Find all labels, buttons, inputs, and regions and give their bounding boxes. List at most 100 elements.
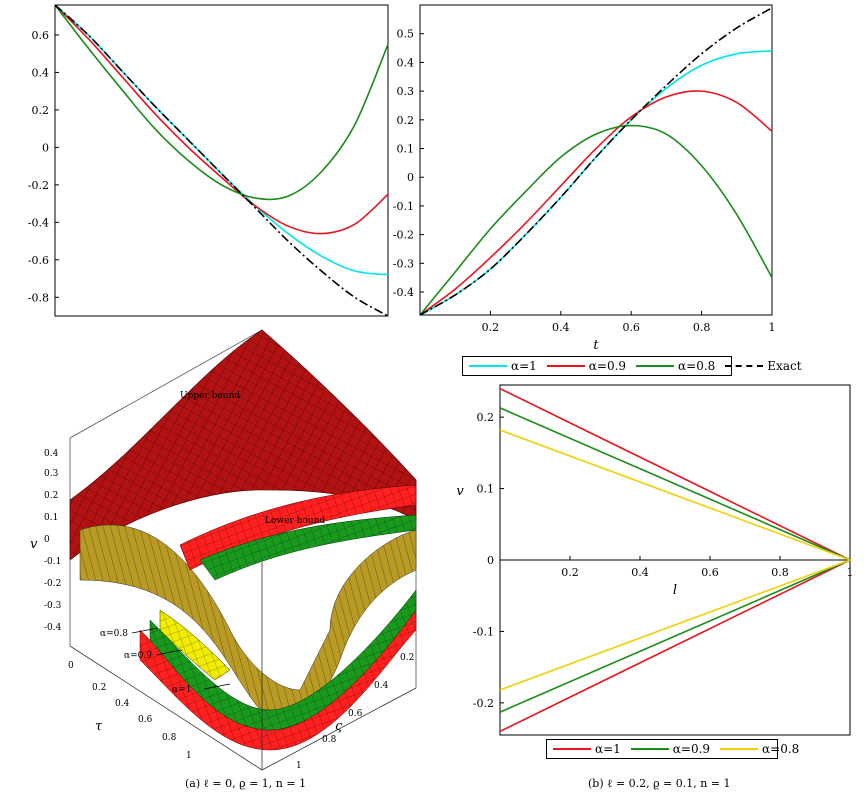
legend-entry-0: α=1 [553,742,621,756]
y-tick-label: 0 [42,141,49,154]
x-tick-label: 1 [769,321,776,334]
legend-top-right: α=1 α=0.9 α=0.8 Exact [462,356,802,376]
series-line-3 [499,559,851,733]
legend-swatch [553,748,591,750]
x-tick-label: 0.8 [771,566,789,579]
legend-label: α=1 [595,742,621,756]
varsigma-tick-label: 0.4 [374,681,389,691]
z-tick-label: -0.2 [44,579,61,589]
x-tick-label: 0.4 [631,566,649,579]
x-tick-label: 0.6 [622,321,640,334]
tau-tick-label: 0.8 [162,733,177,743]
chart-top-right: 0.5 0.4 0.3 0.2 0.1 0 -0.1 -0.2 -0.3 -0.4 0.2 0.4 0.… [393,4,776,353]
surface-annotation: Upper bound [180,391,240,401]
series-line-4 [499,559,851,713]
y-tick-label: 0.2 [32,104,50,117]
y-tick-label: 0.3 [397,85,415,98]
annotation-arrow [131,627,159,634]
y-tick-label: 0.2 [477,411,495,424]
legend-label: α=0.9 [588,359,627,373]
y-tick-label: 0.4 [397,56,415,69]
legend-entry-0: α=1 [469,359,537,373]
legend-bottom-right: α=1 α=0.9 α=0.8 [546,739,799,759]
legend-swatch [725,365,764,367]
series-line-0 [54,4,389,276]
y-tick-label: 0.1 [397,143,415,156]
legend-entry-3: Exact [725,359,802,373]
y-tick-label: -0.4 [393,286,414,299]
legend-label: α=0.9 [672,742,711,756]
legend-swatch [469,365,507,367]
series-line-0 [499,387,851,561]
y-tick-label: -0.2 [393,229,414,242]
surface-annotation: α=1 [172,685,191,695]
z-tick-label: -0.1 [44,557,61,567]
alpha-08-surface [159,609,231,681]
x-tick-label: 0.8 [693,321,711,334]
series-line-5 [499,559,851,691]
series-line-2 [419,124,773,316]
varsigma-tick-label: 0.2 [400,653,414,663]
z-tick-label: -0.4 [44,623,62,633]
y-tick-label: -0.1 [473,625,494,638]
legend-swatch [630,748,669,750]
series-line-2 [499,429,851,561]
y-tick-label: 0.2 [397,114,415,127]
legend-entry-2: α=0.8 [636,359,715,373]
series-line-1 [419,90,773,316]
z-axis-label: v [30,537,38,552]
tau-tick-label: 0.4 [115,699,130,709]
series-line-0 [419,50,773,316]
legend-entry-1: α=0.9 [546,359,627,373]
varsigma-tick-label: 1 [296,761,302,771]
y-tick-label: -0.2 [473,697,494,710]
caption-b: (b) ℓ = 0.2, ϱ = 0.1, n = 1 [588,777,731,790]
olive-side-surface [79,524,417,718]
legend-swatch [546,365,585,367]
z-tick-label: 0.4 [44,449,59,459]
y-tick-label: -0.1 [393,200,414,213]
x-tick-label: 0.2 [561,566,579,579]
surface-annotation: α=0.9 [124,651,152,661]
z-tick-label: -0.3 [44,601,62,611]
annotation-arrow [155,649,183,656]
legend-entry-1: α=0.9 [630,742,711,756]
y-axis-label: v [456,484,464,499]
y-tick-label: 0.6 [32,29,50,42]
legend-label: Exact [767,359,802,373]
tau-tick-label: 0.6 [138,715,153,725]
alpha-09-surface [149,589,417,731]
y-tick-label: -0.2 [28,179,49,192]
x-tick-label: 0.2 [482,321,500,334]
chart-top-left: 0.6 0.4 0.2 0 -0.2 -0.4 -0.6 -0.8 [28,4,389,317]
caption-a: (a) ℓ = 0, ϱ = 1, n = 1 [185,777,307,790]
series-line-3 [54,4,389,317]
legend-label: α=1 [511,359,537,373]
origin-label: 0 [68,661,74,671]
tau-tick-label: 0.2 [92,683,106,693]
legend-swatch [636,365,675,367]
tau-tick-label: 1 [186,751,192,761]
plot-frame [419,4,773,316]
y-tick-label: 0.1 [477,483,495,496]
y-tick-label: -0.4 [28,216,49,229]
chart-bottom-right: 0.2 0.1 0 -0.1 -0.2 0.2 0.4 0.6 0.8 1 l v [456,384,854,736]
y-tick-label: 0 [407,171,414,184]
legend-label: α=0.8 [678,359,716,373]
tau-axis-label: τ [95,719,103,734]
surface-plot-3d: 0.4 0.3 0.2 0.1 0 -0.1 -0.2 -0.3 -0.4 v 0.2 0.4 0.6 0… [30,329,417,771]
y-tick-label: 0.5 [397,28,415,41]
legend-label: α=0.8 [762,742,800,756]
z-tick-label: 0.3 [44,469,59,479]
varsigma-tick-label: 0.6 [348,709,363,719]
series-line-2 [54,4,389,201]
x-axis-label: l [673,583,677,598]
varsigma-axis-label: ς [335,719,343,734]
y-tick-label: 0 [487,554,494,567]
varsigma-tick-label: 0.8 [322,735,337,745]
series-line-1 [499,407,851,561]
z-tick-label: 0 [44,535,50,545]
legend-swatch [720,748,759,750]
z-tick-label: 0.2 [44,491,58,501]
upper-bound-surface [69,329,417,561]
